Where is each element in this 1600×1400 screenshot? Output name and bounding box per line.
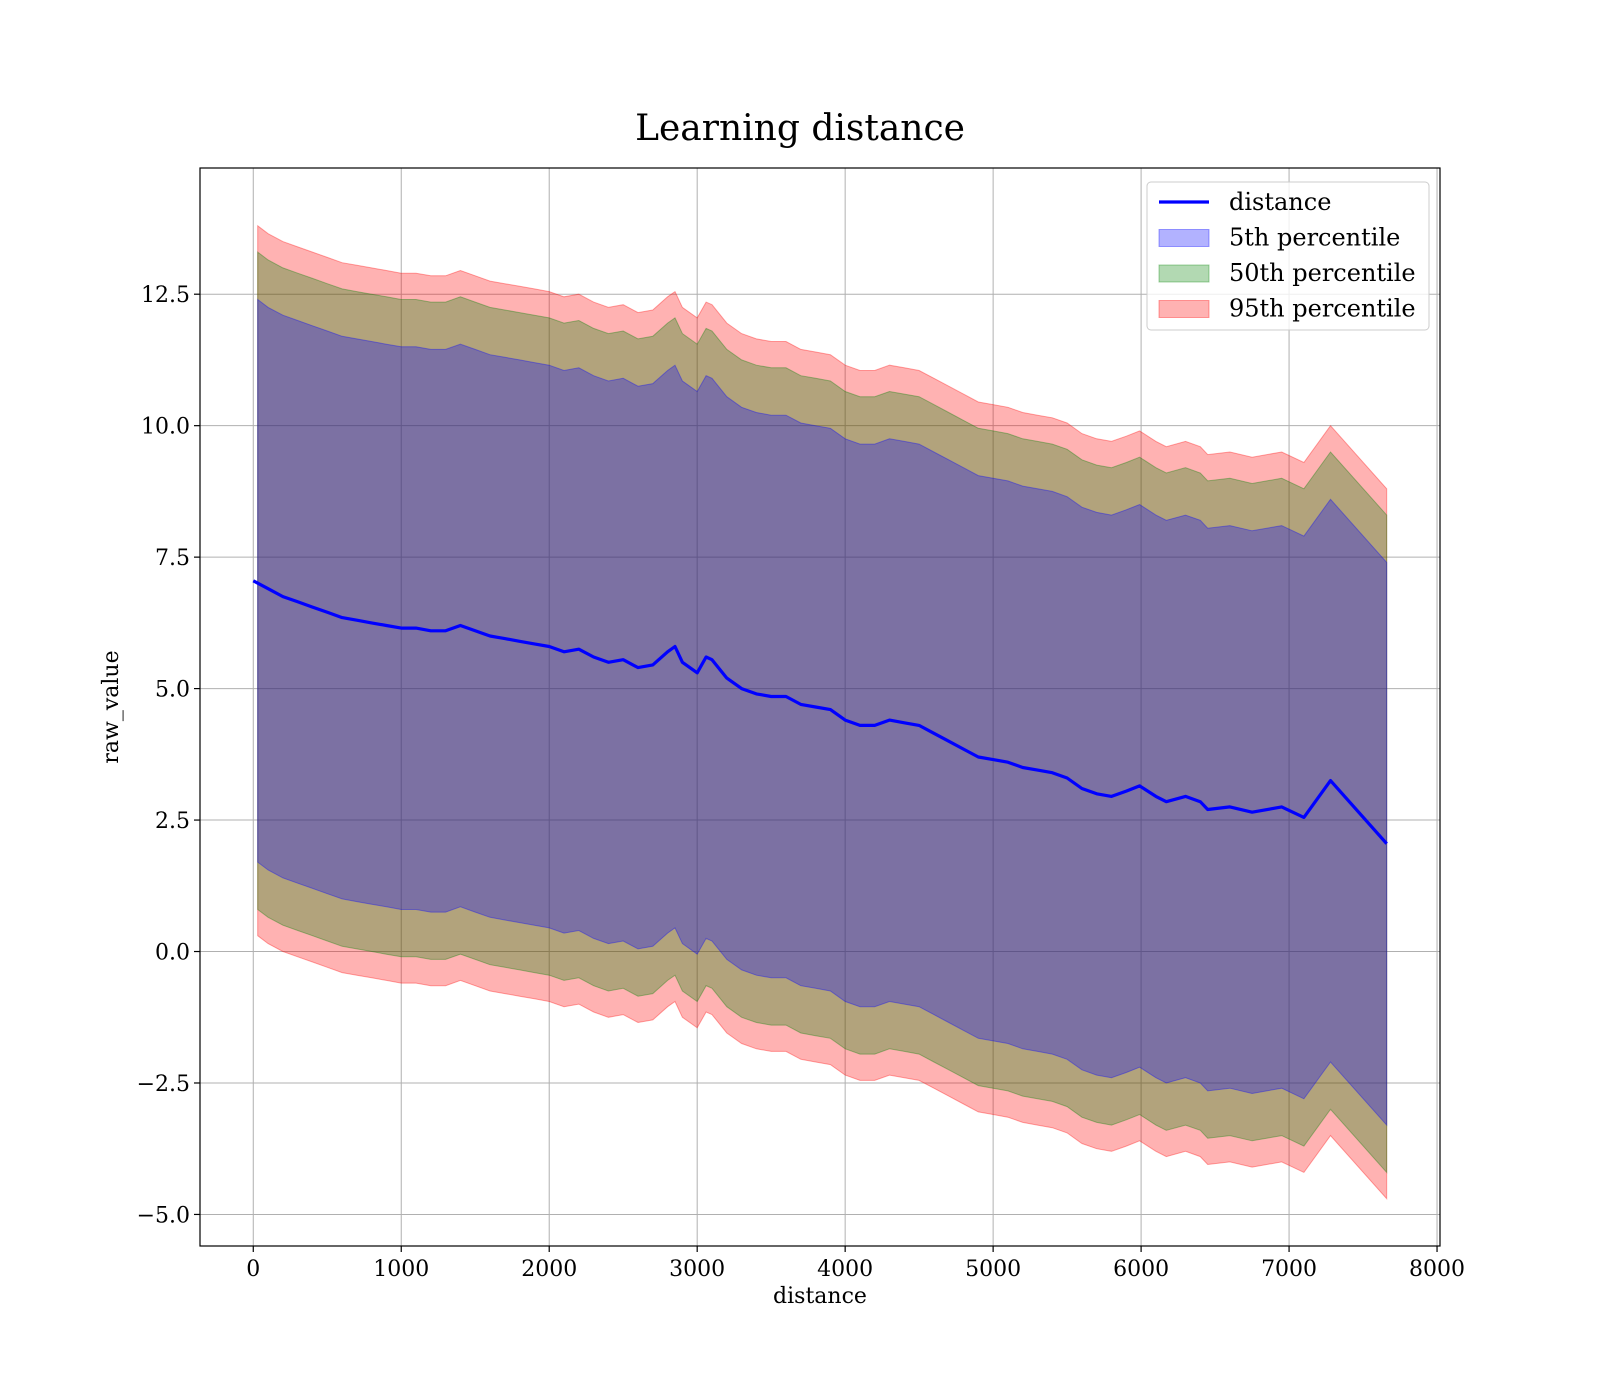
plot-frame xyxy=(199,167,1441,1247)
percentile-bands xyxy=(257,224,1388,1201)
x-tick-label: 5000 xyxy=(965,1257,1021,1282)
series-lines xyxy=(252,579,1388,845)
chart-title: Learning distance xyxy=(635,108,965,149)
x-tick-label: 2000 xyxy=(521,1257,577,1282)
y-tick-label: 5.0 xyxy=(155,678,190,703)
y-tick-label: 7.5 xyxy=(155,546,190,571)
x-tick-label: 1000 xyxy=(373,1257,429,1282)
x-tick-label: 7000 xyxy=(1261,1257,1317,1282)
legend-box xyxy=(1146,181,1430,331)
legend-label: 50th percentile xyxy=(1229,259,1416,287)
x-tick-label: 8000 xyxy=(1409,1257,1465,1282)
legend-swatch-band xyxy=(1158,229,1210,247)
band-95th xyxy=(257,224,1388,1201)
legend-label: 5th percentile xyxy=(1229,224,1400,252)
legend-label: distance xyxy=(1229,188,1331,216)
x-axis-ticks: 0 1000 2000 3000 4000 5000 6000 7000 8000 xyxy=(246,1246,1465,1282)
y-tick-label: 10.0 xyxy=(141,415,190,440)
band-5th xyxy=(257,298,1388,1127)
legend: distance 5th percentile 50th percentile 95t… xyxy=(1146,181,1430,331)
legend-swatch-band xyxy=(1158,264,1210,283)
x-tick-label: 0 xyxy=(246,1257,260,1282)
x-axis-label: distance xyxy=(773,1284,867,1309)
y-axis-ticks: −5.0 −2.5 0.0 2.5 5.0 7.5 10.0 12.5 xyxy=(137,283,200,1228)
x-tick-label: 3000 xyxy=(669,1257,725,1282)
y-axis-label: raw_value xyxy=(99,650,124,763)
x-tick-label: 6000 xyxy=(1113,1257,1169,1282)
band-50th xyxy=(257,251,1388,1174)
legend-label: 95th percentile xyxy=(1229,295,1416,323)
legend-swatch-band xyxy=(1158,300,1210,318)
x-tick-label: 4000 xyxy=(817,1257,873,1282)
y-tick-label: −2.5 xyxy=(137,1072,190,1097)
y-tick-label: 0.0 xyxy=(155,941,190,966)
grid xyxy=(200,168,1440,1246)
y-tick-label: −5.0 xyxy=(137,1203,190,1228)
y-tick-label: 2.5 xyxy=(155,809,190,834)
y-tick-label: 12.5 xyxy=(141,283,190,308)
line-distance xyxy=(252,579,1388,845)
